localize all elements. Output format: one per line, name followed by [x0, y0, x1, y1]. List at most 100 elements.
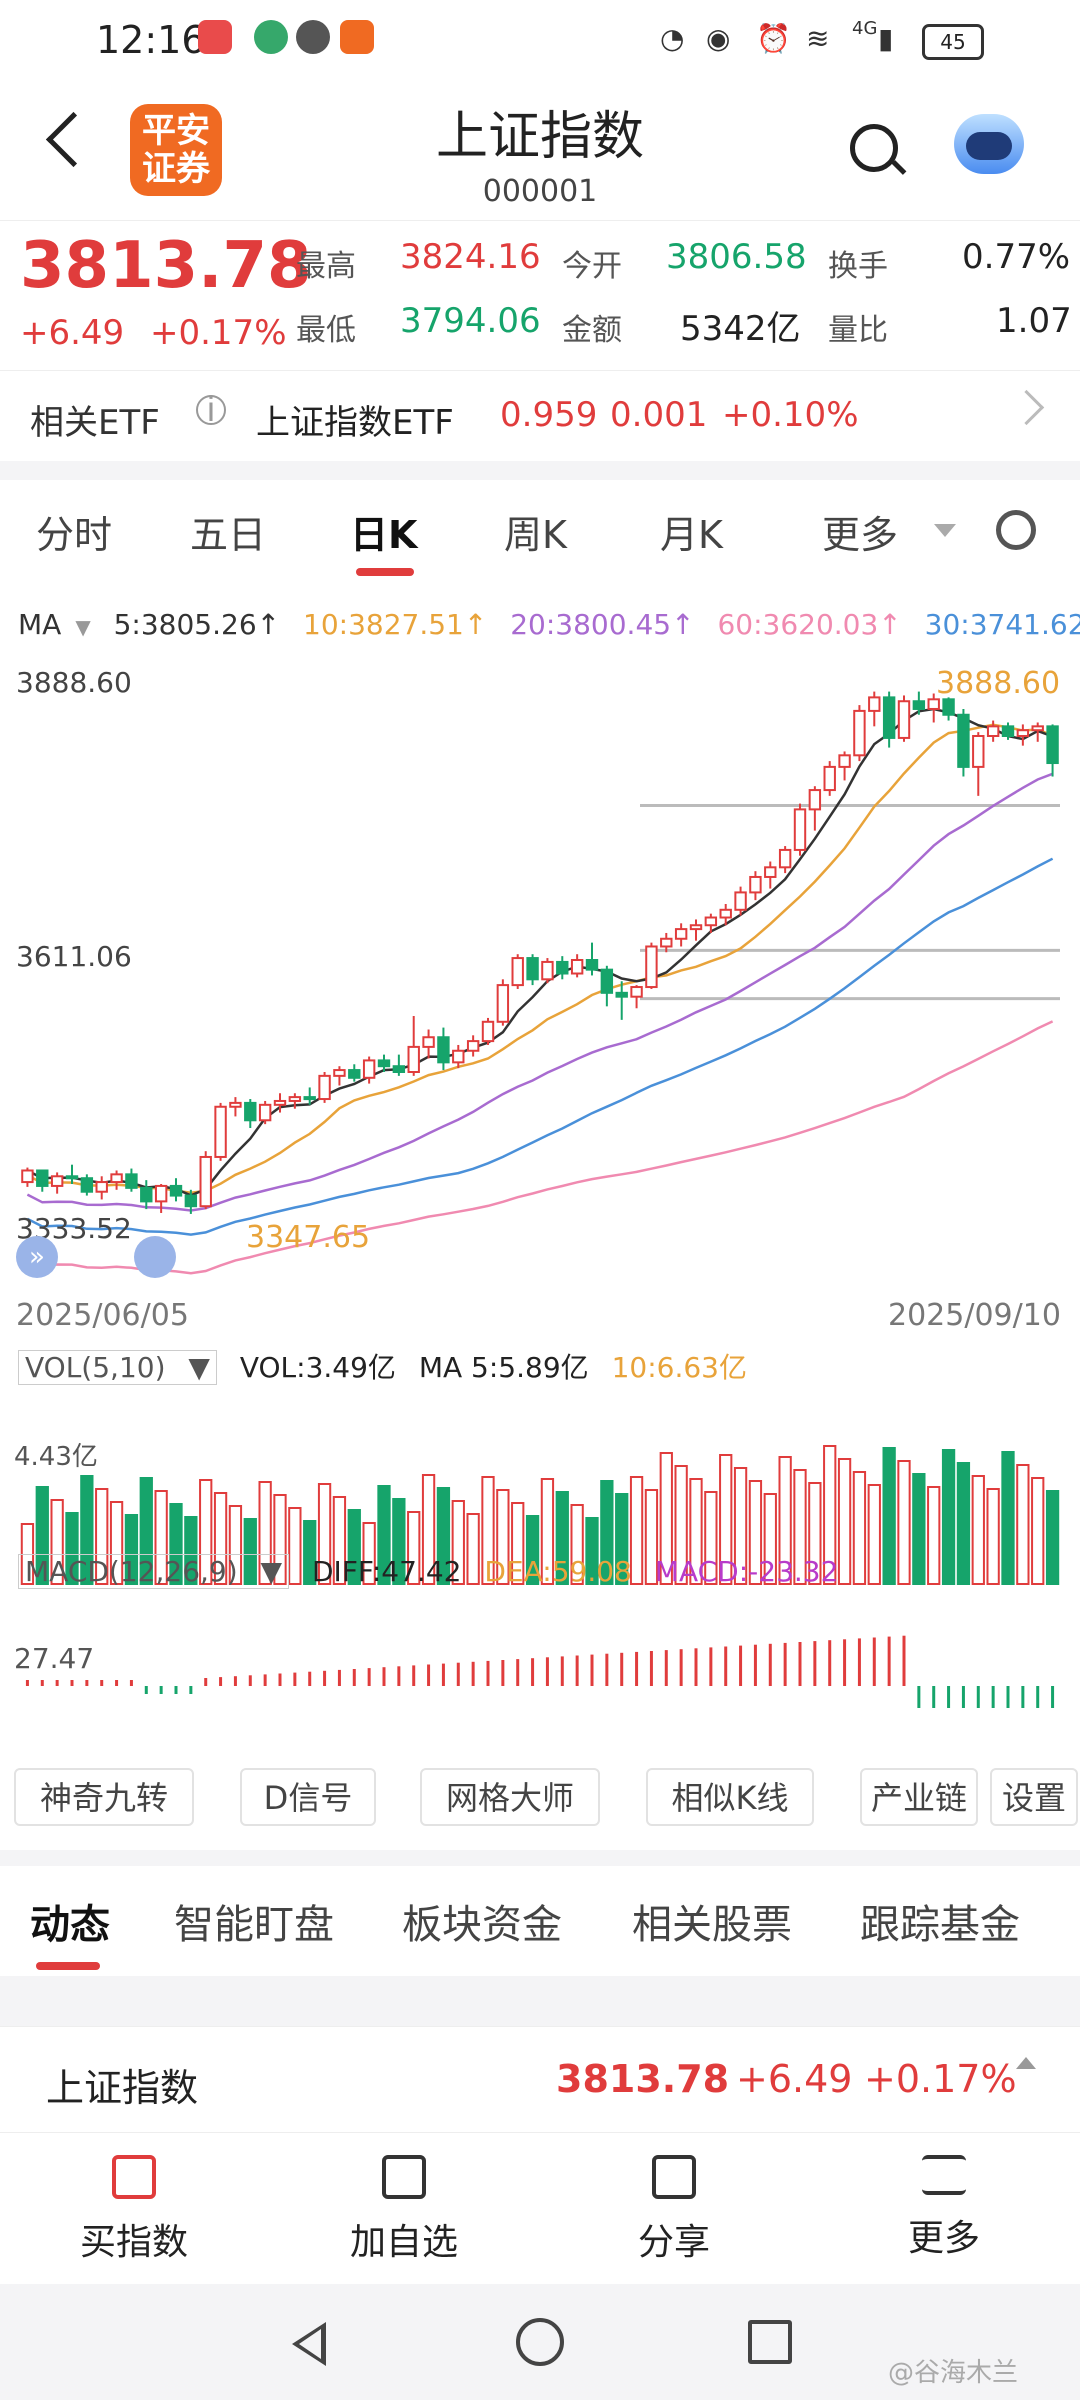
- candle-body: [793, 808, 807, 851]
- macd-bar: [233, 1676, 237, 1686]
- tab-intraday[interactable]: 分时: [36, 513, 113, 557]
- candle-body: [244, 1101, 257, 1122]
- volume-bar: [273, 1494, 287, 1585]
- more-button[interactable]: 更多: [844, 2155, 1044, 2261]
- vol-selector[interactable]: VOL(5,10) ▼: [18, 1350, 217, 1385]
- candle-body: [21, 1169, 34, 1184]
- volume-bar: [912, 1473, 926, 1585]
- etf-change-pct: +0.10%: [722, 395, 859, 435]
- notification-app-icon: [340, 20, 374, 54]
- vol-value: VOL:3.49亿: [239, 1351, 396, 1384]
- macd-bar: [1051, 1686, 1055, 1708]
- tool-grid-master[interactable]: 网格大师: [420, 1768, 600, 1826]
- volume-bar: [347, 1509, 361, 1585]
- macd-bar: [961, 1686, 965, 1708]
- caret-up-icon[interactable]: [1016, 2057, 1036, 2069]
- candle-body: [585, 959, 599, 971]
- volume-bar: [154, 1490, 168, 1585]
- related-etf-row[interactable]: 相关ETF i 上证指数ETF 0.959 0.001 +0.10%: [0, 370, 1080, 461]
- macd-bar: [456, 1662, 460, 1686]
- tab-monthly-k[interactable]: 月K: [660, 513, 723, 557]
- add-watchlist-button[interactable]: 加自选: [304, 2155, 504, 2265]
- date-start: 2025/06/05: [16, 1298, 189, 1333]
- candle-body: [422, 1036, 435, 1048]
- tab-more[interactable]: 更多: [822, 513, 899, 557]
- volume-bar: [95, 1488, 109, 1585]
- buy-index-button[interactable]: 买指数: [34, 2155, 234, 2265]
- macd-bar: [248, 1675, 252, 1686]
- candle-body: [853, 709, 866, 757]
- tab-daily-k[interactable]: 日K: [350, 513, 418, 557]
- tab-weekly-k[interactable]: 周K: [504, 513, 567, 557]
- high-value: 3824.16: [400, 237, 541, 277]
- volume-bar: [377, 1485, 391, 1585]
- candle-body: [407, 1045, 420, 1073]
- caret-down-icon[interactable]: ▼: [75, 615, 91, 639]
- volume-bar: [837, 1458, 852, 1585]
- tab-related-stocks[interactable]: 相关股票: [632, 1902, 792, 1948]
- volume-bar: [303, 1520, 317, 1585]
- notification-app-icon: [198, 20, 232, 54]
- macd-bar: [397, 1666, 401, 1686]
- expand-left-icon[interactable]: »: [16, 1236, 58, 1278]
- share-button[interactable]: 分享: [574, 2155, 774, 2265]
- tab-sector-funds[interactable]: 板块资金: [402, 1902, 562, 1948]
- volume-bar: [927, 1486, 941, 1585]
- macd-axis-label: 27.47: [14, 1642, 95, 1675]
- macd-bar: [159, 1686, 163, 1694]
- tab-smart-watch[interactable]: 智能盯盘: [174, 1902, 334, 1948]
- bottom-quote-name: 上证指数: [46, 2066, 199, 2110]
- candle-body: [600, 968, 614, 994]
- caret-down-icon[interactable]: [934, 524, 956, 537]
- volume-bar: [719, 1454, 733, 1585]
- volume-bar: [733, 1467, 748, 1585]
- volume-bar: [199, 1479, 213, 1585]
- chevron-right-icon[interactable]: [1008, 389, 1045, 426]
- candle-body: [333, 1069, 346, 1077]
- nav-home-icon[interactable]: [516, 2318, 564, 2366]
- tab-five-day[interactable]: 五日: [190, 513, 267, 557]
- ma-legend: MA ▼ 5:3805.26↑ 10:3827.51↑ 20:3800.45↑ 6…: [18, 608, 1080, 641]
- candle-body: [630, 986, 643, 998]
- tool-industry-chain[interactable]: 产业链: [860, 1768, 978, 1826]
- volume-bar: [169, 1503, 183, 1585]
- candle-body: [942, 698, 955, 716]
- alarm-icon: ⏰: [756, 22, 791, 55]
- macd-bar: [843, 1639, 847, 1686]
- macd-bar: [635, 1651, 639, 1686]
- volume-bar: [585, 1517, 599, 1585]
- candle-body: [570, 959, 584, 975]
- high-marker: 3888.60: [936, 666, 1061, 701]
- info-icon[interactable]: i: [196, 393, 226, 427]
- tool-d-signal[interactable]: D信号: [240, 1768, 376, 1826]
- macd-selector[interactable]: MACD(12,26,9) ▼: [18, 1554, 290, 1589]
- search-icon[interactable]: [850, 124, 898, 172]
- bottom-quote-change: +6.49: [736, 2057, 853, 2101]
- macd-bar: [486, 1660, 490, 1686]
- nav-back-icon[interactable]: [292, 2322, 326, 2366]
- candle-body: [110, 1173, 123, 1184]
- tool-nine-turn[interactable]: 神奇九转: [14, 1768, 194, 1826]
- gear-icon[interactable]: [996, 510, 1036, 550]
- fullscreen-icon[interactable]: [134, 1236, 176, 1278]
- assistant-robot-icon[interactable]: [954, 114, 1024, 174]
- action-bar: 买指数 加自选 分享 更多: [0, 2132, 1080, 2285]
- bottom-quote-bar[interactable]: 上证指数 3813.78 +6.49 +0.17%: [0, 2026, 1080, 2133]
- kline-chart[interactable]: MA ▼ 5:3805.26↑ 10:3827.51↑ 20:3800.45↑ 6…: [0, 580, 1080, 1740]
- last-price: 3813.78: [20, 229, 312, 303]
- candle-body: [36, 1169, 49, 1187]
- macd-bar: [694, 1648, 698, 1686]
- macd-bar: [531, 1658, 535, 1686]
- date-end: 2025/09/10: [888, 1298, 1061, 1333]
- candle-body: [556, 960, 569, 975]
- candle-body: [169, 1184, 183, 1197]
- tool-similar-k[interactable]: 相似K线: [646, 1768, 814, 1826]
- tab-tracking-funds[interactable]: 跟踪基金: [860, 1902, 1020, 1948]
- volume-bar: [956, 1462, 971, 1585]
- macd-bar: [174, 1686, 178, 1694]
- nav-recents-icon[interactable]: [748, 2320, 792, 2364]
- tool-settings[interactable]: 设置: [990, 1768, 1078, 1826]
- tab-dynamic[interactable]: 动态: [30, 1902, 110, 1948]
- ma60-line: [26, 1020, 1054, 1275]
- download-icon: [112, 2155, 156, 2199]
